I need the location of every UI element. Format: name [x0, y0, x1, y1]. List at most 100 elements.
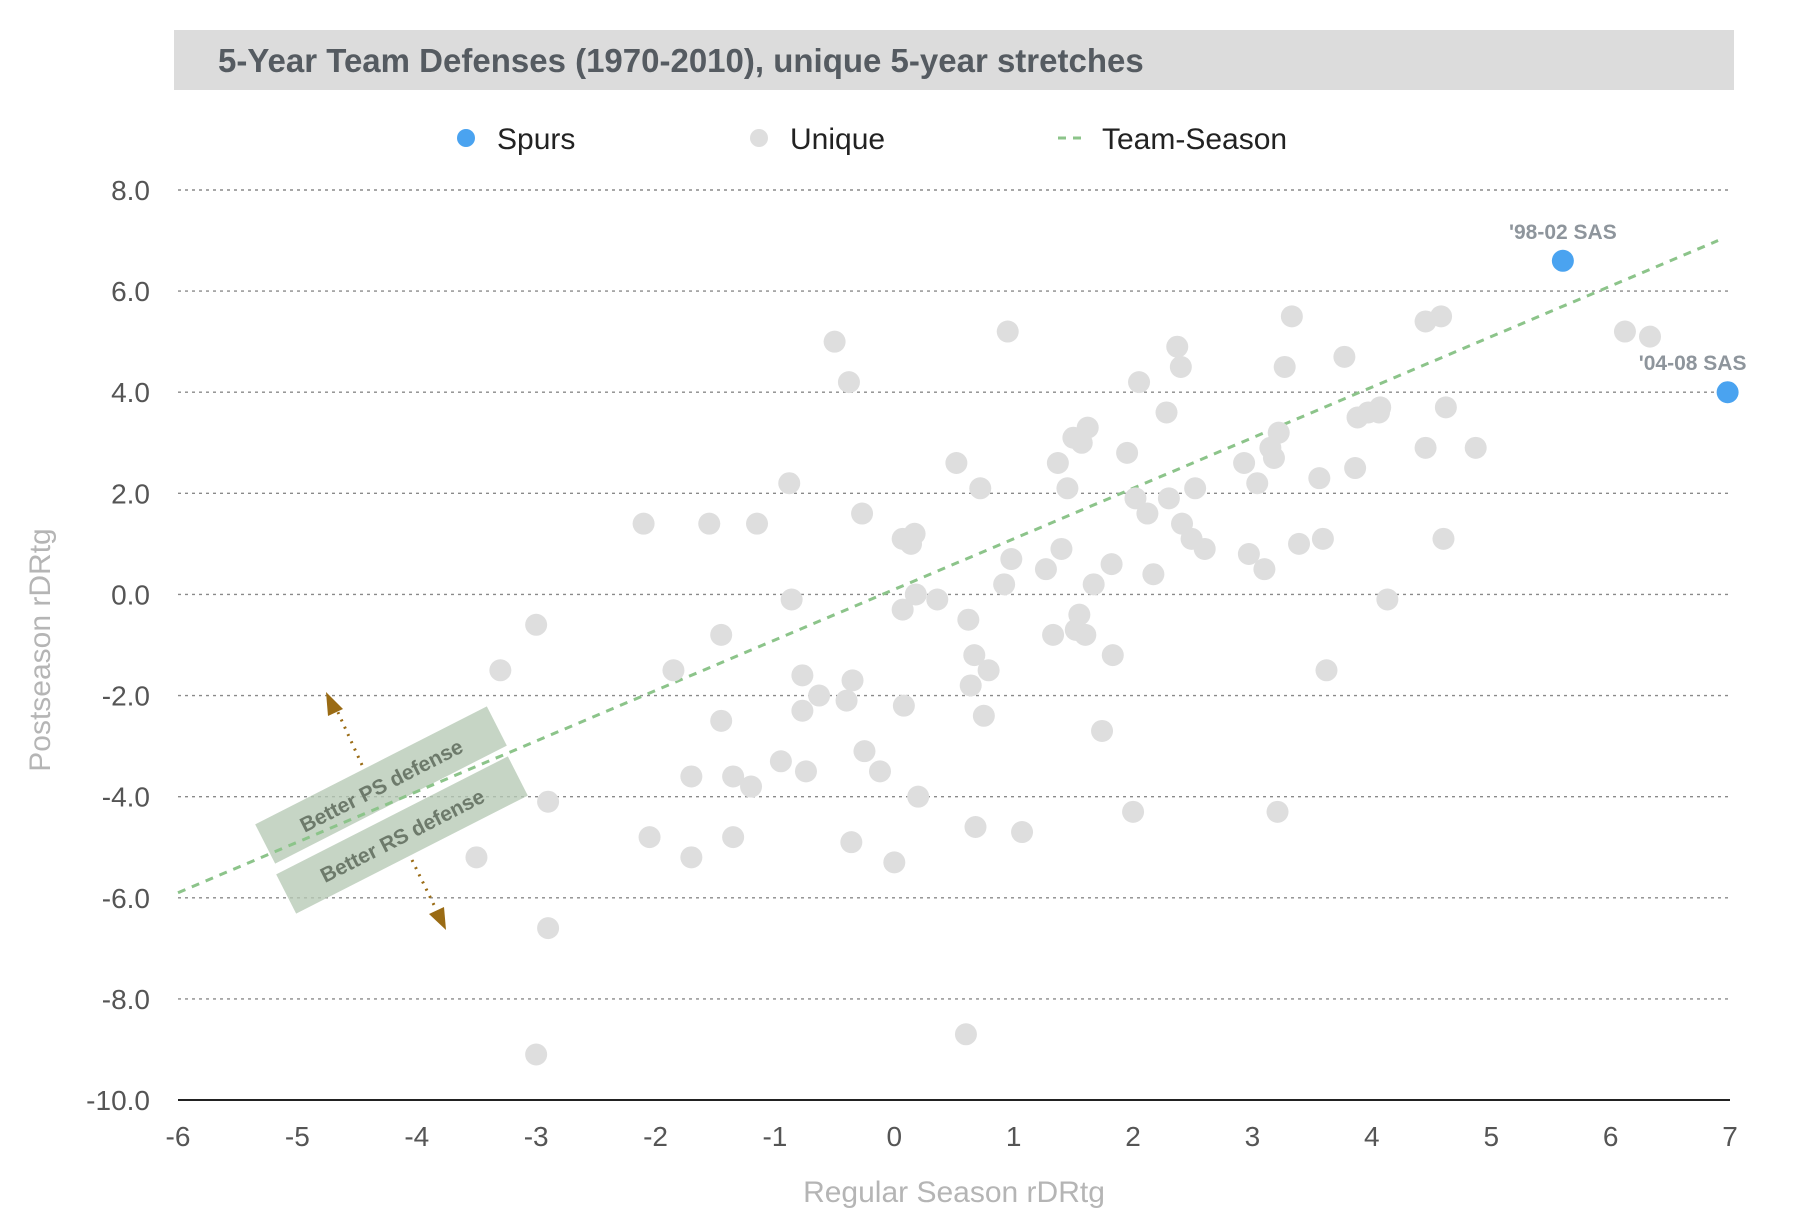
unique-point	[1116, 441, 1139, 464]
unique-point	[840, 831, 863, 854]
unique-point	[972, 704, 995, 727]
unique-point	[525, 1043, 548, 1066]
unique-point	[891, 598, 914, 621]
unique-point	[1166, 335, 1189, 358]
spurs-point-label: '04-08 SAS	[1639, 352, 1747, 375]
unique-point	[851, 502, 874, 525]
unique-point	[1333, 345, 1356, 368]
grid-layer: 8.0 6.0 4.0 2.0 0.0 -2.0 -4.0 -6.0 -8.0 -10.0 -6 -5…	[86, 175, 1738, 1152]
unique-point	[680, 765, 703, 788]
unique-point	[1142, 563, 1165, 586]
unique-point	[926, 588, 949, 611]
unique-point	[964, 816, 987, 838]
unique-point	[537, 790, 560, 813]
unique-point	[1237, 543, 1260, 565]
unique-point	[1011, 821, 1034, 844]
unique-point	[1100, 553, 1123, 576]
unique-point	[1076, 416, 1099, 439]
arrow-down-right	[410, 859, 436, 906]
y-tick-label: 2.0	[111, 478, 150, 509]
unique-point	[525, 613, 548, 636]
unique-point	[1273, 355, 1296, 378]
unique-point	[1193, 537, 1216, 560]
unique-point	[1082, 573, 1105, 596]
spurs-point	[1716, 381, 1739, 404]
unique-point	[1414, 436, 1437, 459]
unique-point	[632, 512, 655, 535]
unique-point	[722, 826, 745, 849]
y-axis-title: Postseason rDRtg	[24, 528, 57, 771]
unique-point	[680, 846, 703, 869]
unique-point	[1184, 477, 1207, 500]
unique-point	[791, 664, 814, 687]
unique-point	[1233, 452, 1256, 474]
unique-point	[1000, 548, 1023, 571]
x-tick-label: -6	[166, 1121, 191, 1152]
unique-point	[1262, 446, 1285, 469]
x-tick-label: 1	[1006, 1121, 1022, 1152]
x-tick-label: 5	[1483, 1121, 1499, 1152]
unique-point	[835, 689, 858, 712]
unique-point	[791, 699, 814, 722]
unique-point	[977, 659, 1000, 682]
unique-point	[1246, 472, 1269, 495]
unique-point	[993, 573, 1016, 596]
unique-point	[996, 320, 1019, 343]
y-tick-label: 0.0	[111, 579, 150, 610]
unique-point	[1267, 421, 1290, 444]
unique-point	[1034, 558, 1057, 581]
legend-spurs-marker	[457, 129, 475, 147]
unique-point	[954, 1023, 977, 1046]
unique-point	[1169, 355, 1192, 378]
x-tick-label: -1	[762, 1121, 787, 1152]
unique-point	[740, 775, 763, 798]
unique-point	[868, 760, 891, 783]
unique-point	[746, 512, 769, 535]
y-tick-label: -4.0	[102, 782, 150, 813]
point-labels-layer: '98-02 SAS '04-08 SAS	[1509, 221, 1746, 375]
y-tick-label: -10.0	[86, 1085, 150, 1116]
unique-point	[904, 583, 927, 606]
unique-point	[1155, 401, 1178, 424]
unique-point	[1315, 659, 1338, 682]
unique-point	[698, 512, 721, 535]
unique-point	[1050, 537, 1073, 560]
title-bar	[174, 30, 1734, 90]
unique-point	[1308, 467, 1331, 490]
unique-point	[710, 709, 733, 732]
unique-point	[1639, 325, 1662, 348]
legend: Spurs Unique Team-Season	[457, 123, 1287, 156]
spurs-point-label: '98-02 SAS	[1509, 221, 1617, 244]
unique-point	[1311, 527, 1334, 550]
unique-point	[1074, 623, 1097, 646]
unique-point	[1613, 320, 1636, 343]
x-tick-label: 2	[1125, 1121, 1141, 1152]
unique-point	[1280, 305, 1303, 328]
x-tick-label: -5	[285, 1121, 310, 1152]
unique-point	[969, 477, 992, 500]
unique-point	[1157, 487, 1180, 510]
chart-title: 5-Year Team Defenses (1970-2010), unique…	[218, 42, 1144, 79]
unique-point	[957, 608, 980, 631]
x-tick-label: 0	[887, 1121, 903, 1152]
y-tick-label: -2.0	[102, 681, 150, 712]
unique-point	[892, 694, 915, 717]
unique-point	[662, 659, 685, 682]
unique-point	[907, 785, 930, 808]
y-tick-label: 8.0	[111, 175, 150, 206]
x-tick-label: -2	[643, 1121, 668, 1152]
x-tick-label: 7	[1722, 1121, 1738, 1152]
unique-point	[1253, 558, 1276, 581]
unique-point	[1128, 371, 1151, 394]
unique-point	[780, 588, 803, 611]
y-tick-label: 6.0	[111, 276, 150, 307]
unique-point	[1344, 457, 1367, 480]
y-tick-label: 4.0	[111, 377, 150, 408]
legend-unique-marker	[750, 129, 768, 147]
unique-point	[1369, 396, 1392, 419]
legend-spurs-label: Spurs	[497, 123, 575, 156]
x-tick-label: -4	[404, 1121, 429, 1152]
unique-point	[1056, 477, 1079, 500]
y-tick-label: -6.0	[102, 883, 150, 914]
